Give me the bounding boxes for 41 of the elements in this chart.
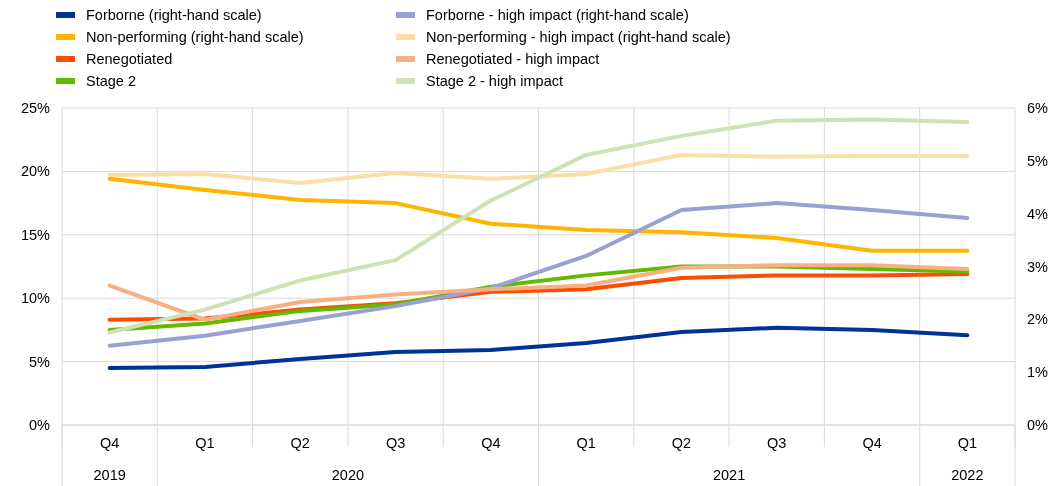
text: 2020 [331, 467, 365, 483]
x-tick-label: Q1 [195, 435, 215, 451]
line-series [107, 201, 970, 348]
legend-label: Stage 2 [86, 73, 136, 89]
y-tick-label: 5% [29, 353, 51, 370]
y2-tick-label: 2% [1027, 311, 1049, 328]
legend-label: Forborne (right-hand scale) [86, 7, 262, 23]
x-tick-label: Q1 [576, 435, 596, 451]
line-series [107, 176, 970, 253]
x-tick-label: Q4 [862, 435, 882, 451]
y2-tick-label: 4% [1027, 205, 1049, 222]
y2-tick-label: 5% [1027, 152, 1049, 169]
y2-tick-label: 0% [1027, 417, 1049, 433]
line-series [107, 263, 970, 322]
x-tick-label: Q3 [385, 435, 406, 451]
x-tick-label: Q4 [99, 435, 120, 451]
text: 2022 [951, 467, 984, 483]
y2-tick-label: 3% [1027, 258, 1049, 275]
y-tick-label: 25% [20, 100, 51, 116]
line-series [107, 325, 970, 370]
y-tick-label: 0% [29, 417, 51, 433]
legend-label: Forborne - high impact (right-hand scale) [426, 7, 689, 23]
y-tick-label: 15% [20, 226, 51, 243]
x-tick-label: Q1 [957, 435, 978, 451]
y2-tick-label: 1% [1027, 364, 1049, 381]
x-tick-label: Q2 [290, 435, 310, 451]
legend-label: Renegotiated - high impact [426, 51, 600, 67]
y2-tick-label: 6% [1027, 100, 1049, 116]
y-tick-label: 20% [20, 163, 51, 180]
line-series [107, 117, 970, 335]
legend-label: Non-performing - high impact (right-hand scale) [426, 29, 731, 45]
x-tick-label: Q2 [671, 435, 692, 451]
text: 2021 [712, 467, 746, 483]
x-tick-label: Q4 [481, 435, 501, 451]
y-tick-label: 10% [20, 290, 51, 307]
x-tick-label: Q3 [767, 435, 787, 451]
line-series [107, 153, 970, 186]
legend-label: Stage 2 - high impact [426, 73, 564, 89]
text: 2019 [93, 467, 126, 483]
legend-label: Non-performing (right-hand scale) [86, 29, 304, 45]
legend-label: Renegotiated [86, 51, 173, 67]
